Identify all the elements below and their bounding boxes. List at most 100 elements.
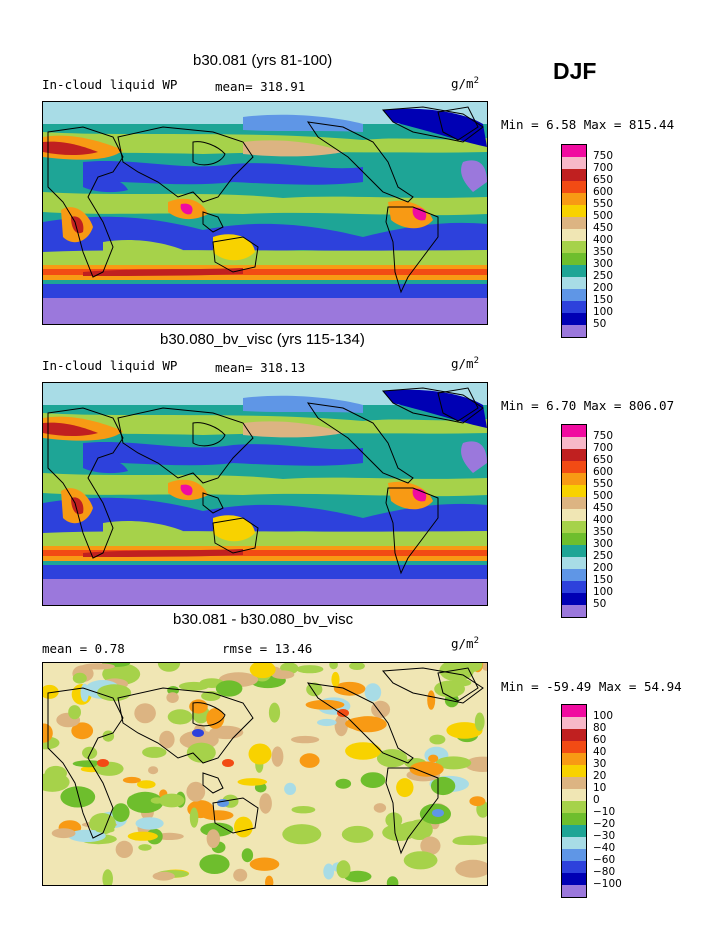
panel3-map <box>42 662 488 886</box>
panel1-contour-field <box>43 102 487 324</box>
colorbar-swatch <box>562 509 586 521</box>
contour-region <box>469 796 486 807</box>
colorbar-tick-label: 700 <box>593 162 614 174</box>
colorbar-swatch <box>562 605 586 617</box>
colorbar-swatch <box>562 181 586 193</box>
colorbar-swatch <box>562 849 586 861</box>
colorbar-tick-label: 60 <box>593 734 607 746</box>
contour-region <box>383 108 487 147</box>
colorbar-tick-label: −10 <box>593 806 616 818</box>
colorbar-tick-label: −60 <box>593 854 616 866</box>
colorbar-swatch <box>562 325 586 337</box>
coastline <box>212 797 259 834</box>
coastline <box>192 141 226 166</box>
contour-region <box>271 670 295 679</box>
colorbar-tick-label: 450 <box>593 502 614 514</box>
contour-region <box>127 795 140 807</box>
contour-region <box>243 395 363 413</box>
coastline <box>385 767 439 855</box>
contour-region <box>103 520 183 540</box>
contour-region <box>159 730 175 749</box>
colorbar-swatch <box>562 449 586 461</box>
contour-region <box>189 807 199 828</box>
colorbar-swatch <box>562 277 586 289</box>
contour-region <box>331 671 340 688</box>
colorbar-tick-label: 350 <box>593 246 614 258</box>
contour-region <box>284 782 297 795</box>
contour-region <box>291 735 320 744</box>
contour-region <box>97 684 132 702</box>
colorbar-swatch <box>562 169 586 181</box>
contour-region <box>137 780 156 789</box>
colorbar-tick-label: 150 <box>593 574 614 586</box>
colorbar-swatch <box>562 241 586 253</box>
contour-region <box>72 672 87 684</box>
panel2-units: g/m2 <box>451 356 479 372</box>
coastline <box>202 492 224 514</box>
contour-region <box>241 848 254 863</box>
colorbar-tick-label: 550 <box>593 198 614 210</box>
colorbar-swatch <box>562 581 586 593</box>
contour-region <box>461 160 487 192</box>
colorbar-tick-label: 750 <box>593 430 614 442</box>
contour-region <box>427 690 436 710</box>
contour-region <box>265 875 274 885</box>
colorbar-tick-label: 100 <box>593 710 614 722</box>
contour-region <box>243 114 363 132</box>
colorbar-tick-label: 550 <box>593 478 614 490</box>
contour-region <box>180 484 193 496</box>
coastline <box>381 106 484 143</box>
contour-region <box>81 663 115 670</box>
colorbar-tick-label: 50 <box>593 598 607 610</box>
contour-region <box>337 709 349 717</box>
contour-region <box>82 746 98 759</box>
colorbar-swatch <box>562 461 586 473</box>
panel3-title: b30.081 - b30.080_bv_visc <box>173 611 354 628</box>
colorbar-swatch <box>562 157 586 169</box>
contour-region <box>43 102 487 124</box>
panel3-colorbar <box>561 704 587 898</box>
contour-region <box>305 699 345 710</box>
contour-region <box>206 708 225 729</box>
contour-region <box>386 876 399 885</box>
colorbar-swatch <box>562 145 586 157</box>
contour-region <box>403 851 438 870</box>
colorbar-tick-label: 100 <box>593 306 614 318</box>
panel2-variable: In-cloud liquid WP <box>42 358 178 373</box>
contour-region <box>43 284 487 298</box>
colorbar-swatch <box>562 313 586 325</box>
colorbar-tick-label: −100 <box>593 878 622 890</box>
coastline <box>47 126 124 278</box>
panel2-mean: mean= 318.13 <box>215 360 306 375</box>
colorbar-tick-label: 200 <box>593 562 614 574</box>
contour-region <box>396 778 414 798</box>
contour-region <box>234 816 253 838</box>
contour-region <box>44 765 67 781</box>
contour-region <box>453 835 487 846</box>
contour-region <box>103 239 183 259</box>
contour-region <box>159 793 185 808</box>
coastline <box>117 126 254 203</box>
colorbar-swatch <box>562 753 586 765</box>
colorbar-swatch <box>562 741 586 753</box>
contour-region <box>329 663 338 670</box>
colorbar-swatch <box>562 521 586 533</box>
coastline <box>47 407 124 559</box>
colorbar-swatch <box>562 253 586 265</box>
colorbar-swatch <box>562 569 586 581</box>
colorbar-swatch <box>562 205 586 217</box>
colorbar-tick-label: 10 <box>593 782 607 794</box>
contour-region <box>178 681 209 691</box>
colorbar-tick-label: 600 <box>593 186 614 198</box>
colorbar-swatch <box>562 545 586 557</box>
contour-region <box>138 844 152 851</box>
coastline <box>202 211 224 233</box>
panel3-rmse: rmse = 13.46 <box>222 641 313 656</box>
colorbar-swatch <box>562 497 586 509</box>
contour-region <box>237 778 268 786</box>
colorbar-swatch <box>562 765 586 777</box>
coastline <box>381 667 484 704</box>
coastline <box>212 236 259 273</box>
contour-region <box>482 663 487 671</box>
contour-region <box>43 684 59 699</box>
